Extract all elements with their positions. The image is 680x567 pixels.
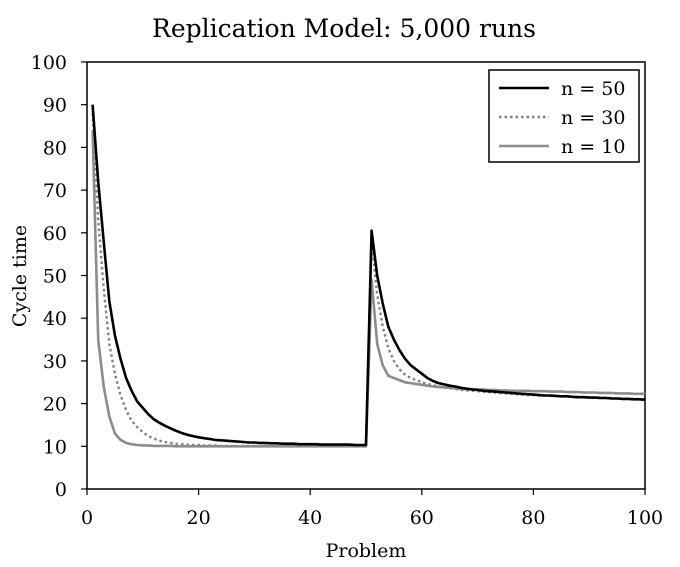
y-tick-label: 50 [43,266,67,288]
y-tick-label: 40 [43,308,67,330]
y-tick-label: 0 [55,479,67,501]
legend-label-2: n = 30 [561,107,625,129]
legend-label-1: n = 50 [561,78,625,100]
y-tick-label: 80 [43,137,67,159]
legend-label-3: n = 10 [561,136,625,158]
y-tick-label: 10 [43,436,67,458]
series-line-1 [91,104,646,447]
y-tick-label: 30 [43,351,67,373]
y-tick-label: 100 [31,52,67,74]
y-tick-label: 20 [43,394,67,416]
chart-title: Replication Model: 5,000 runs [152,14,536,43]
x-tick-label: 0 [81,507,93,529]
y-tick-label: 70 [43,180,67,202]
y-tick-label: 60 [43,223,67,245]
x-tick-label: 60 [410,507,434,529]
x-tick-label: 40 [298,507,322,529]
x-axis-label: Problem [326,540,407,562]
x-tick-label: 80 [521,507,545,529]
x-tick-label: 100 [627,507,663,529]
x-tick-label: 20 [187,507,211,529]
y-axis-label: Cycle time [9,225,31,327]
y-tick-label: 90 [43,95,67,117]
